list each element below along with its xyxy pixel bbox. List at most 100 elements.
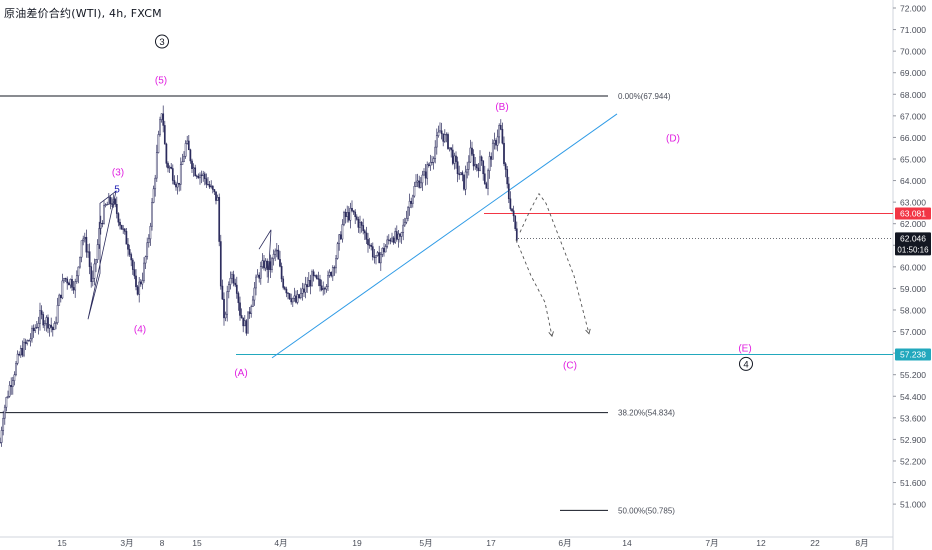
candle-body [101,222,104,225]
candle-body [445,134,448,136]
trendline [271,113,618,359]
time-axis-label: 4月 [274,538,287,548]
candle-body [469,147,472,163]
candle-body [258,274,261,279]
candle-body [354,211,357,218]
candle-body [327,275,329,287]
candle-body [431,161,433,164]
candle-body [336,243,339,259]
candle-body [408,200,411,208]
candle-body [162,113,165,126]
candle-body [360,222,363,226]
time-axis-label: 8 [160,538,165,548]
candle-body [138,281,141,295]
time-axis-label: 6月 [558,538,571,548]
candle-body [133,269,136,277]
candle-body [74,281,77,291]
wave-label: (4) [134,324,146,335]
candle-body [293,295,296,299]
bar-countdown: 01:50:16 [897,245,929,254]
candle-body [347,212,350,221]
candle-body [117,213,120,223]
candle-body [416,180,419,183]
candle-body [447,134,449,149]
candle-body [287,292,289,294]
candle-body [37,323,40,328]
candle-body [50,324,53,328]
candle-body [482,160,485,175]
candle-body [139,281,142,285]
candle-body [34,327,37,332]
candle-body [443,134,446,142]
candle-body [24,341,27,344]
candle-body [32,327,35,332]
candle-body [407,207,409,219]
price-axis-label: 70.000 [900,47,926,57]
candle-body [247,311,249,334]
candle-body [216,197,219,201]
price-axis-label: 63.000 [900,198,926,208]
candle-body [363,230,366,234]
time-axis-label: 7月 [705,538,718,548]
price-axis-label: 51.600 [900,478,926,488]
candle-body [421,174,424,184]
candle-body [330,272,333,277]
candle-body [90,266,93,282]
price-tag [895,207,931,220]
candle-body [402,224,405,233]
candle-body [424,171,427,179]
candle-body [83,236,86,240]
candle-body [437,131,440,136]
candle-body [381,247,384,255]
price-axis-label: 65.000 [900,154,926,164]
candle-body [127,243,129,250]
candle-body [181,161,184,165]
candle-body [298,294,301,298]
candle-body [165,143,168,164]
candle-body [170,166,173,169]
price-axis-label: 71.000 [900,25,926,35]
time-axis-label: 8月 [855,538,868,548]
candle-body [19,348,22,356]
candle-body [176,182,179,188]
candle-body [119,221,121,226]
candle-body [195,175,198,177]
candle-body [251,299,254,308]
price-axis-label: 66.000 [900,133,926,143]
candle-body [341,224,344,240]
candle-body [231,274,233,279]
candle-body [106,204,109,206]
candle-body [23,341,25,356]
last-price-label: 62.046 [900,234,926,244]
candle-body [275,249,278,252]
candle-body [45,317,48,324]
wave-label-circle [155,34,169,49]
candle-body [235,284,238,294]
candle-body [96,244,99,260]
candle-body [501,128,504,144]
candle-body [189,149,192,162]
candle-body [483,173,486,184]
candle-body [283,287,286,290]
candle-body [75,275,78,282]
candle-body [499,125,502,130]
candle-body [474,164,477,167]
candle-body [322,288,325,291]
candle-body [85,236,88,253]
price-axis-label: 59.000 [900,284,926,294]
candle-body [144,256,147,264]
candle-body [64,278,67,280]
candle-body [279,259,281,267]
candle-body [123,228,126,232]
candle-body [359,222,361,228]
plot-area: 0.00%(67.944) 38.20%(54.834) 50.00%(50.785… [0,34,893,515]
candle-body [141,280,144,285]
candle-body [418,180,421,188]
candle-body [368,244,371,246]
candle-body [122,228,125,230]
candle-body [509,198,512,209]
candle-body [207,184,209,186]
price-axis: 72.000 71.000 70.000 69.000 68.000 67.000 66.0… [893,4,926,510]
candle-body [296,294,299,303]
